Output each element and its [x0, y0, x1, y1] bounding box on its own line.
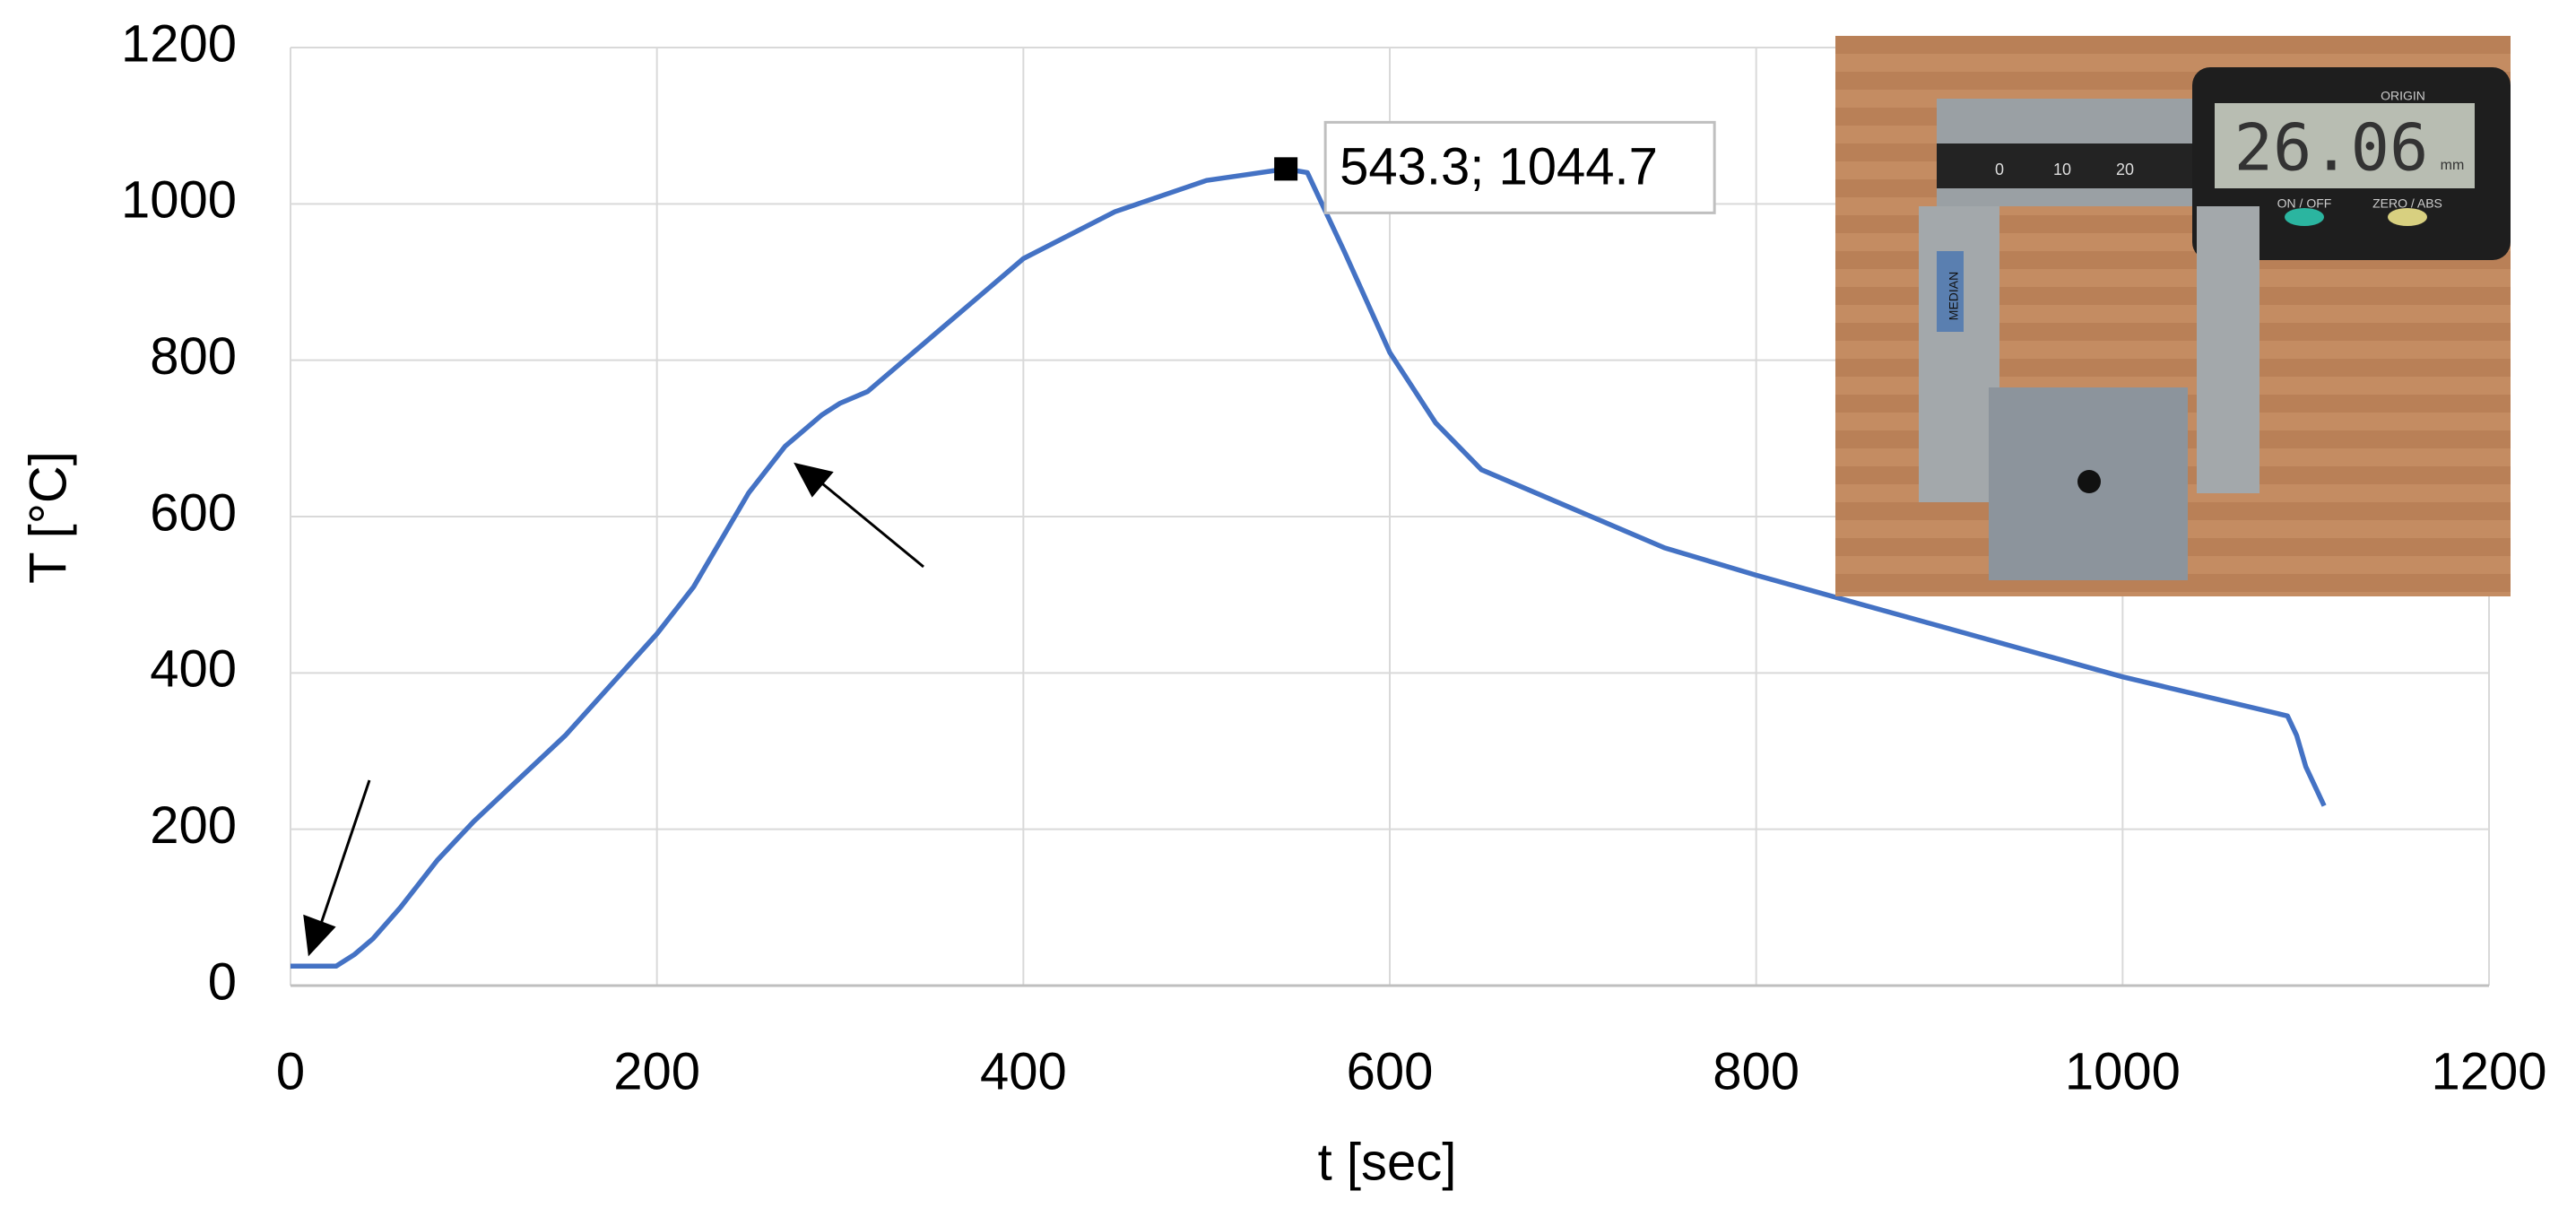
- display-reading: 26.06: [2234, 110, 2429, 186]
- button: [2388, 208, 2427, 226]
- photo-text: ORIGIN: [2381, 89, 2425, 103]
- photo-text: MEDIAN: [1947, 272, 1961, 320]
- y-tick-label: 0: [208, 952, 237, 1011]
- button: [2285, 208, 2324, 226]
- inset-photo: 0 10 20 ORIGIN 26.06 mm ON / OFF ZERO / …: [1835, 36, 2511, 596]
- x-axis-label: t [sec]: [1318, 1133, 1457, 1191]
- label-sticker: [1937, 251, 1964, 332]
- arrow: [817, 478, 924, 569]
- scale-label: 0: [1995, 161, 2004, 178]
- caliper-jaw: [2197, 206, 2259, 493]
- annotation-box: [1323, 120, 1716, 214]
- arrows: [303, 462, 924, 957]
- caliper-scale: [1937, 143, 2197, 188]
- specimen-hole: [2077, 470, 2101, 493]
- x-tick-label: 800: [1713, 1042, 1800, 1100]
- display-unit: mm: [2441, 158, 2465, 173]
- y-tick-label: 600: [150, 483, 237, 542]
- y-tick-label: 200: [150, 796, 237, 855]
- y-tick-label: 800: [150, 327, 237, 386]
- x-tick-label: 1000: [2065, 1042, 2181, 1100]
- line: [291, 166, 2327, 969]
- x-tick-label: 1200: [2431, 1042, 2546, 1100]
- arrow-head: [794, 462, 834, 498]
- caliper-jaw: [1919, 206, 1999, 502]
- y-tick-label: 1000: [121, 171, 237, 230]
- annotation-label: 543.3; 1044.7: [1340, 138, 1658, 196]
- scale-label: 10: [2053, 161, 2071, 178]
- y-tick-label: 1200: [121, 14, 237, 73]
- x-tick-label: 600: [1347, 1042, 1434, 1100]
- x-tick-label: 400: [980, 1042, 1067, 1100]
- x-tick-label: 200: [613, 1042, 700, 1100]
- annotation-marker: [1274, 157, 1298, 181]
- scale-label: 20: [2116, 161, 2134, 178]
- y-axis-label: T [°C]: [19, 451, 77, 584]
- plot: 543.3; 1044.7: [291, 120, 2327, 969]
- arrow-head: [303, 914, 336, 957]
- x-tick-label: 0: [276, 1042, 305, 1100]
- photo-text: ON / OFF: [2277, 196, 2332, 211]
- y-tick-label: 400: [150, 640, 237, 699]
- caliper-display: [2215, 103, 2475, 188]
- photo-text: ZERO / ABS: [2372, 196, 2442, 211]
- arrow: [319, 779, 371, 925]
